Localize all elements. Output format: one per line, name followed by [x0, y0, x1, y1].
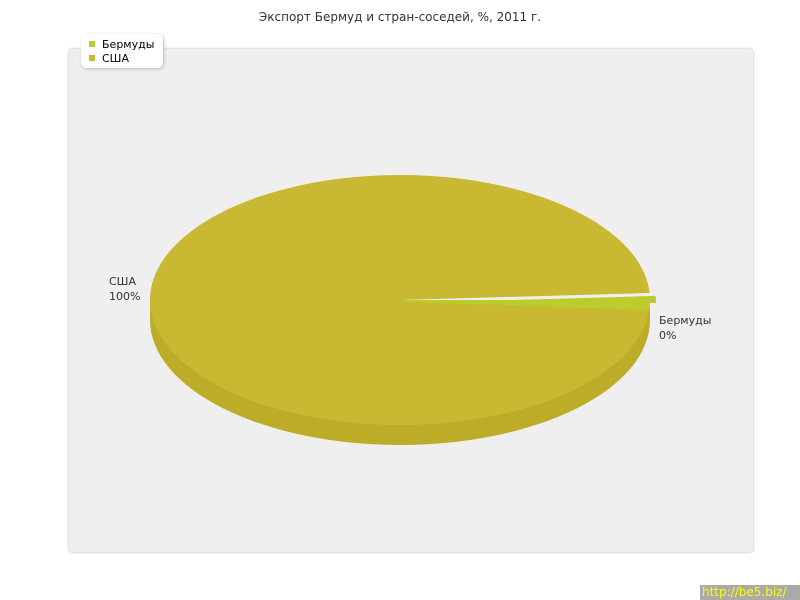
- legend-item-bermuda[interactable]: Бермуды: [89, 37, 154, 51]
- legend: Бермуды США: [81, 34, 164, 68]
- legend-item-usa[interactable]: США: [89, 51, 154, 65]
- legend-label: США: [102, 51, 129, 65]
- label-value: 100%: [109, 290, 141, 303]
- label-value: 0%: [659, 329, 677, 342]
- chart-title: Экспорт Бермуд и стран-соседей, %, 2011 …: [258, 10, 542, 24]
- watermark[interactable]: http://be5.biz/: [700, 585, 800, 600]
- legend-swatch: [89, 41, 95, 47]
- legend-label: Бермуды: [102, 37, 155, 51]
- data-label-usa: США 100%: [109, 274, 140, 304]
- pie-slice-usa: [150, 174, 650, 425]
- data-label-bermuda: Бермуды 0%: [659, 313, 711, 343]
- pie-slice-bermuda-side: [406, 300, 650, 310]
- label-name: США: [109, 275, 136, 288]
- legend-swatch: [89, 55, 95, 61]
- label-name: Бермуды: [659, 314, 712, 327]
